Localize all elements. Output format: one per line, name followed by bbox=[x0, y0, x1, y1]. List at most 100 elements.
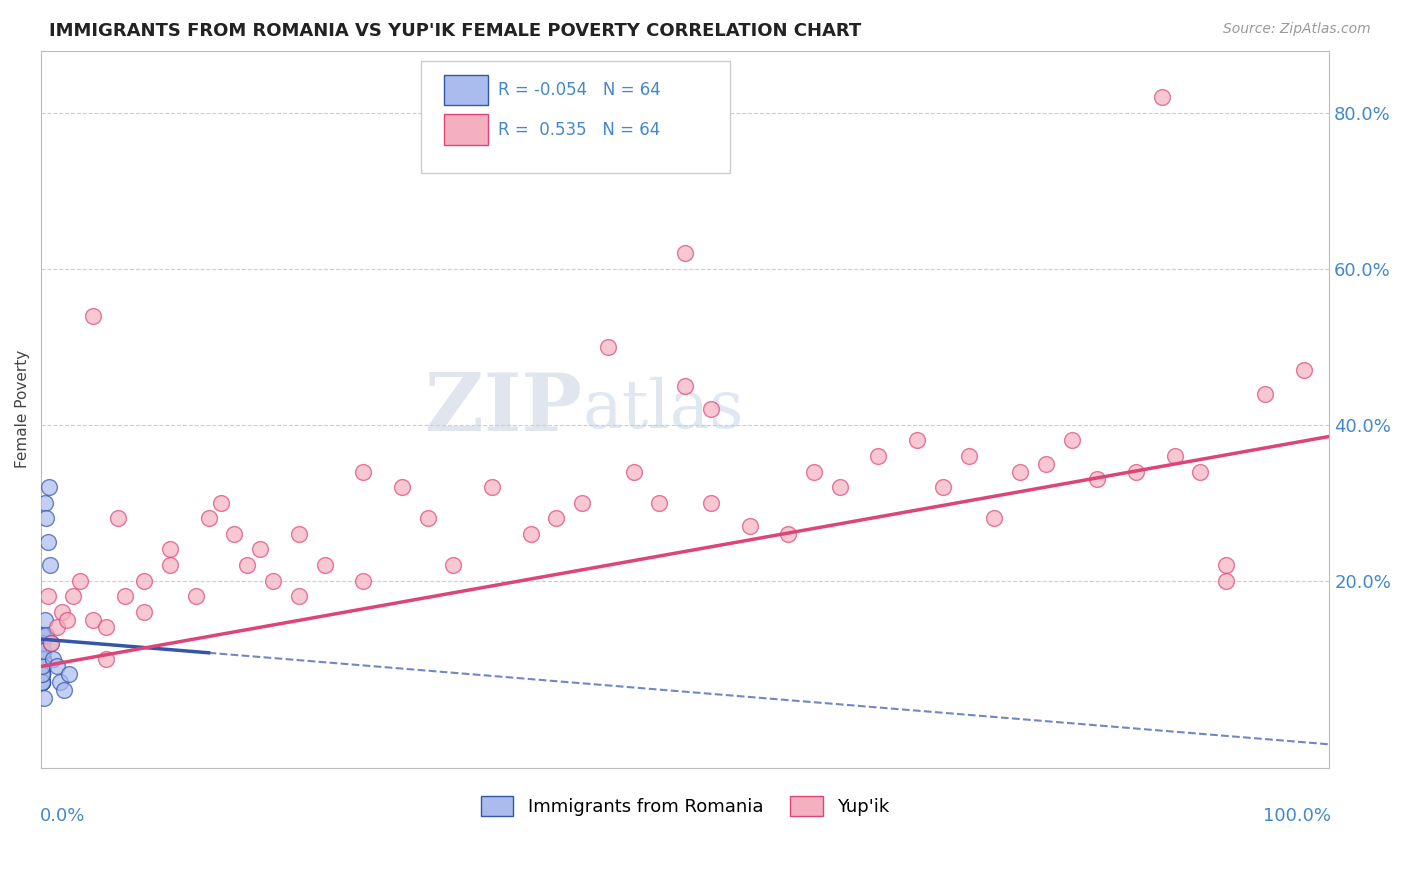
Point bbox=[1189, 465, 1212, 479]
Point bbox=[31, 636, 53, 650]
Point bbox=[31, 667, 53, 681]
Point bbox=[1087, 472, 1109, 486]
Point bbox=[45, 659, 67, 673]
Point bbox=[31, 675, 53, 690]
Point bbox=[932, 480, 955, 494]
Point bbox=[1215, 558, 1237, 572]
Point bbox=[45, 620, 67, 634]
Point bbox=[31, 651, 53, 665]
Point bbox=[31, 659, 53, 673]
Point bbox=[31, 651, 53, 665]
Text: ZIP: ZIP bbox=[425, 370, 582, 448]
Point bbox=[31, 675, 53, 690]
Point bbox=[34, 613, 56, 627]
Point bbox=[39, 558, 62, 572]
Point bbox=[1035, 457, 1057, 471]
Point bbox=[31, 659, 53, 673]
Point bbox=[31, 659, 53, 673]
Point bbox=[31, 628, 53, 642]
Point bbox=[700, 496, 723, 510]
Point bbox=[673, 246, 696, 260]
Point bbox=[31, 659, 53, 673]
Point bbox=[236, 558, 259, 572]
Point bbox=[94, 651, 117, 665]
Point bbox=[287, 589, 309, 603]
Point bbox=[314, 558, 336, 572]
Point bbox=[1292, 363, 1315, 377]
Point bbox=[31, 675, 53, 690]
Point bbox=[58, 667, 80, 681]
Text: 0.0%: 0.0% bbox=[39, 807, 86, 825]
Point bbox=[31, 659, 53, 673]
Point bbox=[868, 449, 890, 463]
Point bbox=[37, 589, 59, 603]
Point bbox=[31, 667, 53, 681]
Point bbox=[41, 636, 63, 650]
Point bbox=[31, 628, 53, 642]
Point bbox=[31, 651, 53, 665]
Point bbox=[31, 675, 53, 690]
Text: 100.0%: 100.0% bbox=[1263, 807, 1330, 825]
Point bbox=[31, 667, 53, 681]
Point bbox=[738, 519, 761, 533]
Point bbox=[31, 644, 53, 658]
Point bbox=[107, 511, 129, 525]
Point bbox=[31, 636, 53, 650]
Point bbox=[31, 667, 53, 681]
Text: IMMIGRANTS FROM ROMANIA VS YUP'IK FEMALE POVERTY CORRELATION CHART: IMMIGRANTS FROM ROMANIA VS YUP'IK FEMALE… bbox=[49, 22, 862, 40]
Point bbox=[249, 542, 271, 557]
Point bbox=[31, 636, 53, 650]
Point bbox=[31, 667, 53, 681]
Point bbox=[803, 465, 825, 479]
Point bbox=[31, 644, 53, 658]
Point bbox=[31, 636, 53, 650]
Point bbox=[31, 675, 53, 690]
Point bbox=[197, 511, 219, 525]
Point bbox=[49, 675, 72, 690]
Point bbox=[596, 340, 619, 354]
Point bbox=[31, 636, 53, 650]
Point bbox=[31, 675, 53, 690]
Point bbox=[159, 558, 181, 572]
Point bbox=[184, 589, 207, 603]
Point bbox=[1163, 449, 1185, 463]
Text: atlas: atlas bbox=[582, 376, 744, 442]
Point bbox=[778, 527, 800, 541]
Point bbox=[31, 644, 53, 658]
Point bbox=[352, 574, 374, 588]
Point bbox=[32, 628, 55, 642]
Point bbox=[1215, 574, 1237, 588]
Point bbox=[35, 511, 58, 525]
Point bbox=[51, 605, 73, 619]
Point bbox=[41, 636, 63, 650]
Point bbox=[94, 620, 117, 634]
Point bbox=[623, 465, 645, 479]
Point bbox=[983, 511, 1005, 525]
Point bbox=[31, 651, 53, 665]
Point bbox=[31, 651, 53, 665]
Point bbox=[519, 527, 541, 541]
Point bbox=[957, 449, 980, 463]
Point bbox=[1254, 386, 1277, 401]
Point bbox=[82, 309, 104, 323]
Point bbox=[31, 659, 53, 673]
Point bbox=[31, 659, 53, 673]
Point bbox=[828, 480, 851, 494]
Point bbox=[37, 534, 59, 549]
Point bbox=[159, 542, 181, 557]
Point bbox=[31, 644, 53, 658]
Point bbox=[31, 644, 53, 658]
Point bbox=[1010, 465, 1032, 479]
Point bbox=[441, 558, 464, 572]
Point bbox=[82, 613, 104, 627]
Point bbox=[1060, 434, 1083, 448]
Point bbox=[38, 480, 60, 494]
Point bbox=[31, 644, 53, 658]
Point bbox=[352, 465, 374, 479]
Point bbox=[673, 379, 696, 393]
Point bbox=[31, 659, 53, 673]
Point bbox=[134, 574, 156, 588]
Point bbox=[31, 651, 53, 665]
Point bbox=[31, 636, 53, 650]
Point bbox=[211, 496, 233, 510]
